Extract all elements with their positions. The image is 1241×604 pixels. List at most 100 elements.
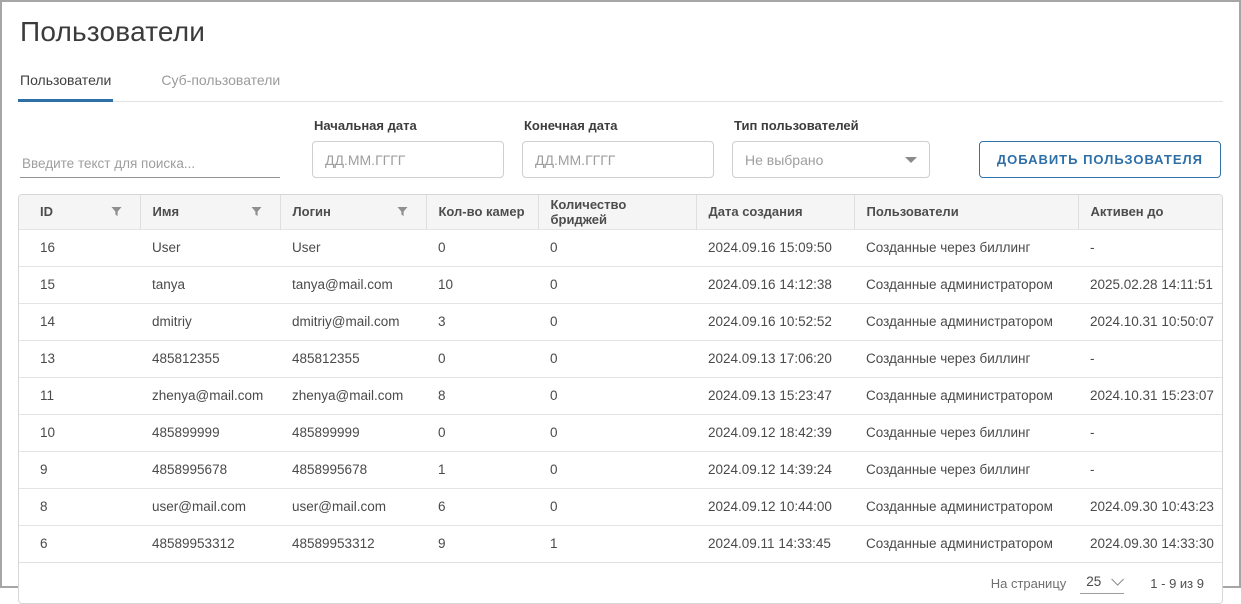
cell-id: 8 [19,487,140,525]
cell-cameras: 10 [426,265,538,303]
user-type-label: Тип пользователей [734,118,859,133]
end-date-field: Конечная дата [522,118,714,178]
table-row[interactable]: 13 485812355 485812355 0 0 2024.09.13 17:06:2… [19,339,1222,377]
cell-login: User [280,228,426,266]
table-row[interactable]: 8 user@mail.com user@mail.com 6 0 2024.09.12 … [19,487,1222,525]
user-type-select[interactable]: Не выбрано [732,141,930,178]
search-input[interactable] [20,150,280,178]
column-header-login[interactable]: Логин [280,195,427,229]
filter-row: Начальная дата Конечная дата Тип пользов… [20,118,1221,178]
cell-name: dmitriy [140,302,280,340]
cell-users: Созданные администратором [854,487,1078,525]
cell-cameras: 0 [426,339,538,377]
cell-id: 13 [19,339,140,377]
end-date-input[interactable] [522,141,714,178]
column-header-id[interactable]: ID [19,195,141,229]
pagination-bar: На страницу 25 1 - 9 из 9 [19,562,1222,603]
cell-users: Созданные через биллинг [854,228,1078,266]
cell-id: 9 [19,450,140,488]
column-header-created[interactable]: Дата создания [696,195,855,229]
column-header-cameras[interactable]: Кол-во камер [426,195,539,229]
filter-icon[interactable] [111,206,122,217]
cell-active_until: - [1078,339,1222,377]
search-field-wrap [20,150,280,178]
cell-name: 485812355 [140,339,280,377]
cell-name: 48589953312 [140,524,280,562]
cell-name: 485899999 [140,413,280,451]
cell-name: tanya [140,265,280,303]
cell-login: zhenya@mail.com [280,376,426,414]
caret-down-icon [905,156,917,163]
table-row[interactable]: 16 User User 0 0 2024.09.16 15:09:50 Созданные… [19,228,1222,266]
table-row[interactable]: 6 48589953312 48589953312 9 1 2024.09.11 14:3… [19,524,1222,562]
page-size-value: 25 [1086,574,1102,589]
add-user-button[interactable]: ДОБАВИТЬ ПОЛЬЗОВАТЕЛЯ [978,141,1221,178]
table-row[interactable]: 11 zhenya@mail.com zhenya@mail.com 8 0 2024.0… [19,376,1222,414]
cell-users: Созданные администратором [854,302,1078,340]
cell-name: 4858995678 [140,450,280,488]
start-date-field: Начальная дата [312,118,504,178]
column-header-name[interactable]: Имя [140,195,281,229]
cell-users: Созданные через биллинг [854,339,1078,377]
cell-bridges: 0 [538,339,696,377]
cell-id: 10 [19,413,140,451]
column-header-label: Дата создания [708,204,803,220]
cell-login: 485899999 [280,413,426,451]
cell-name: user@mail.com [140,487,280,525]
column-header-users[interactable]: Пользователи [854,195,1079,229]
cell-bridges: 0 [538,228,696,266]
column-header-label: Количество бриджей [550,196,627,227]
cell-name: zhenya@mail.com [140,376,280,414]
cell-bridges: 0 [538,413,696,451]
cell-active_until: 2024.09.30 10:43:23 [1078,487,1222,525]
cell-active_until: 2024.10.31 10:50:07 [1078,302,1222,340]
user-type-selected-value: Не выбрано [745,151,824,168]
cell-bridges: 0 [538,487,696,525]
cell-users: Созданные через биллинг [854,450,1078,488]
table-row[interactable]: 10 485899999 485899999 0 0 2024.09.12 18:42:3… [19,413,1222,451]
cell-created: 2024.09.16 14:12:38 [696,265,854,303]
column-header-bridges[interactable]: Количество бриджей [538,195,697,229]
cell-cameras: 1 [426,450,538,488]
table-row[interactable]: 14 dmitriy dmitriy@mail.com 3 0 2024.09.16 10… [19,302,1222,340]
column-header-label: Активен до [1090,204,1164,220]
cell-active_until: 2024.10.31 15:23:07 [1078,376,1222,414]
cell-cameras: 0 [426,228,538,266]
table-row[interactable]: 15 tanya tanya@mail.com 10 0 2024.09.16 14:12… [19,265,1222,303]
filter-icon[interactable] [251,206,262,217]
pagination-range: 1 - 9 из 9 [1150,575,1204,591]
table-row[interactable]: 9 4858995678 4858995678 1 0 2024.09.12 14:39:… [19,450,1222,488]
cell-created: 2024.09.16 10:52:52 [696,302,854,340]
tab-users[interactable]: Пользователи [18,68,114,102]
cell-login: 485812355 [280,339,426,377]
filter-icon[interactable] [397,206,408,217]
column-header-label: ID [40,204,53,220]
tab-sub-users[interactable]: Суб-пользователи [161,72,281,88]
cell-login: dmitriy@mail.com [280,302,426,340]
cell-cameras: 6 [426,487,538,525]
cell-created: 2024.09.13 15:23:47 [696,376,854,414]
page-size-select[interactable]: 25 [1080,572,1125,594]
cell-active_until: 2024.09.30 14:33:30 [1078,524,1222,562]
cell-bridges: 1 [538,524,696,562]
cell-created: 2024.09.12 18:42:39 [696,413,854,451]
cell-id: 6 [19,524,140,562]
cell-login: 4858995678 [280,450,426,488]
cell-created: 2024.09.12 14:39:24 [696,450,854,488]
cell-cameras: 0 [426,413,538,451]
cell-cameras: 9 [426,524,538,562]
cell-id: 11 [19,376,140,414]
cell-bridges: 0 [538,450,696,488]
chevron-down-icon [1111,573,1125,586]
column-header-active_until[interactable]: Активен до [1078,195,1222,229]
column-header-label: Имя [152,204,180,220]
cell-name: User [140,228,280,266]
users-table: ID Имя Логин Кол-во камер Количество бриджей… [19,195,1222,562]
cell-cameras: 3 [426,302,538,340]
cell-created: 2024.09.13 17:06:20 [696,339,854,377]
column-header-label: Логин [292,204,331,220]
start-date-input[interactable] [312,141,504,178]
cell-created: 2024.09.12 10:44:00 [696,487,854,525]
cell-id: 16 [19,228,140,266]
cell-bridges: 0 [538,265,696,303]
